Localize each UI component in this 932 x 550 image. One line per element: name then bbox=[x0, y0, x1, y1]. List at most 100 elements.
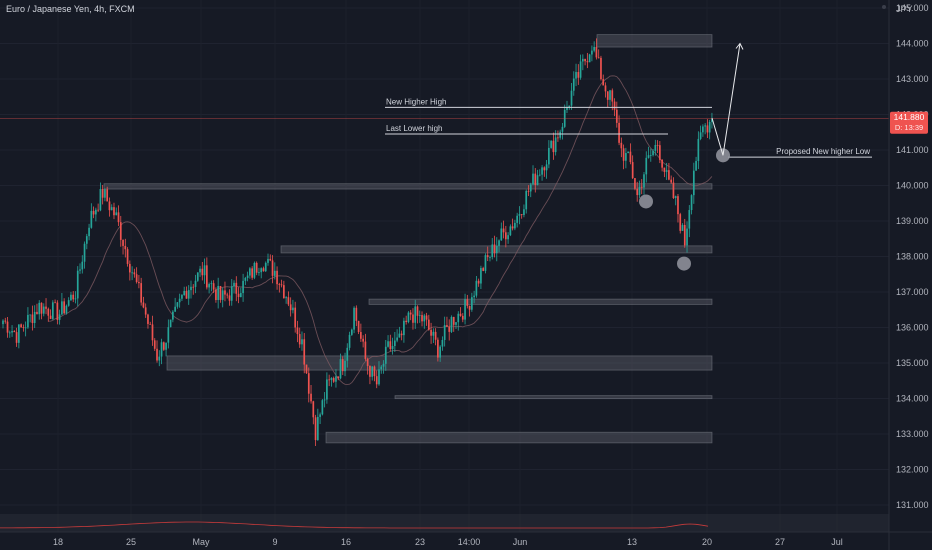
candle-body bbox=[627, 151, 629, 154]
candle-body bbox=[353, 307, 355, 330]
candle-body bbox=[525, 190, 528, 210]
price-tag-background bbox=[890, 111, 928, 134]
annotation-label: Proposed New higher Low bbox=[776, 147, 870, 156]
candle-body bbox=[255, 262, 258, 273]
candle-body bbox=[634, 178, 636, 189]
price-axis[interactable]: 131.000 132.000 133.000 134.000 135.000 136.0… bbox=[896, 3, 929, 510]
candle-body bbox=[85, 236, 88, 244]
y-tick-label: 141.000 bbox=[896, 145, 929, 155]
candle-body bbox=[425, 315, 428, 320]
candle-body bbox=[151, 324, 154, 341]
candle-body bbox=[423, 315, 426, 322]
annotation-label: Last Lower high bbox=[386, 124, 442, 133]
candle-body bbox=[269, 258, 272, 261]
sr-zone bbox=[103, 183, 713, 190]
candle-body bbox=[552, 140, 555, 153]
candle-body bbox=[461, 315, 464, 320]
candle-body bbox=[126, 249, 129, 264]
candle-body bbox=[305, 364, 308, 374]
x-tick-label: 18 bbox=[53, 537, 63, 547]
candle-body bbox=[584, 58, 586, 62]
annotation-layer[interactable]: New Higher High Last Lower high Proposed N… bbox=[385, 42, 872, 271]
candle-body bbox=[489, 257, 491, 258]
candle-body bbox=[396, 337, 398, 341]
candle-body bbox=[387, 341, 389, 347]
candle-body bbox=[201, 268, 204, 276]
candle-body bbox=[135, 274, 138, 283]
candle-body bbox=[301, 339, 303, 345]
candle-body bbox=[217, 285, 220, 301]
candle-body bbox=[371, 366, 374, 377]
candle-body bbox=[337, 376, 340, 379]
candle-body bbox=[645, 157, 648, 175]
candle-body bbox=[557, 137, 559, 139]
candle-body bbox=[362, 338, 364, 342]
candle-body bbox=[97, 209, 99, 211]
candle-body bbox=[586, 61, 589, 63]
candle-body bbox=[690, 195, 693, 211]
candle-body bbox=[414, 306, 417, 323]
candle-body bbox=[416, 306, 419, 316]
candle-body bbox=[61, 301, 63, 315]
candle-body bbox=[246, 275, 249, 278]
candle-body bbox=[278, 284, 281, 285]
candles-layer[interactable] bbox=[2, 38, 713, 446]
candle-body bbox=[6, 321, 9, 333]
candle-body bbox=[661, 159, 663, 168]
y-tick-label: 136.000 bbox=[896, 323, 929, 333]
candle-body bbox=[471, 297, 473, 310]
swing-marker bbox=[677, 256, 691, 271]
candle-body bbox=[181, 295, 183, 299]
y-tick-label: 139.000 bbox=[896, 216, 929, 226]
candle-body bbox=[403, 320, 405, 336]
candle-body bbox=[649, 155, 652, 156]
y-tick-label: 144.000 bbox=[896, 39, 929, 49]
candle-body bbox=[49, 315, 52, 319]
candle-body bbox=[140, 283, 143, 303]
chart-title: Euro / Japanese Yen, 4h, FXCM bbox=[6, 4, 135, 14]
candle-body bbox=[647, 155, 650, 158]
candle-body bbox=[108, 201, 111, 211]
candle-body bbox=[153, 340, 156, 349]
candle-body bbox=[221, 290, 224, 300]
candle-body bbox=[40, 302, 43, 314]
candle-body bbox=[31, 314, 34, 323]
candle-body bbox=[276, 270, 278, 285]
candle-body bbox=[70, 294, 72, 301]
candle-body bbox=[92, 210, 95, 215]
candle-body bbox=[575, 72, 577, 79]
candle-body bbox=[625, 153, 627, 161]
candle-body bbox=[341, 359, 344, 372]
candle-body bbox=[507, 235, 509, 240]
candle-body bbox=[206, 265, 208, 288]
candle-body bbox=[194, 280, 197, 287]
candle-body bbox=[545, 164, 548, 171]
x-tick-label: May bbox=[192, 537, 210, 547]
candle-body bbox=[307, 373, 310, 394]
candle-body bbox=[446, 325, 448, 327]
candle-body bbox=[54, 302, 56, 304]
candle-body bbox=[577, 72, 580, 78]
candle-body bbox=[185, 290, 188, 299]
candle-body bbox=[459, 313, 462, 316]
y-tick-label: 138.000 bbox=[896, 252, 929, 262]
candle-body bbox=[122, 239, 124, 246]
candle-body bbox=[493, 244, 496, 254]
candle-body bbox=[244, 277, 247, 281]
candle-body bbox=[441, 339, 444, 347]
candle-body bbox=[516, 215, 519, 223]
candle-body bbox=[271, 260, 274, 276]
candle-body bbox=[407, 312, 410, 323]
candle-body bbox=[253, 262, 256, 278]
moving-average-line bbox=[48, 75, 713, 385]
time-axis[interactable]: 18 25 May 9 16 23 14:00 Jun 13 20 27 Jul bbox=[53, 537, 843, 547]
candle-body bbox=[384, 346, 387, 364]
candle-body bbox=[162, 342, 165, 350]
candle-body bbox=[532, 173, 534, 185]
candle-body bbox=[375, 376, 378, 385]
candle-body bbox=[233, 282, 235, 287]
candle-body bbox=[357, 320, 360, 333]
candle-body bbox=[242, 280, 244, 294]
